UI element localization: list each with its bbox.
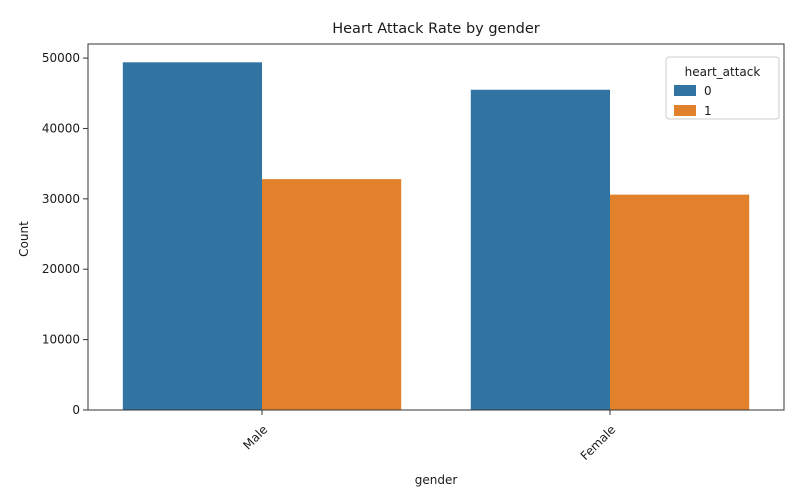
chart-title: Heart Attack Rate by gender — [332, 21, 540, 37]
x-tick-label: Female — [578, 422, 619, 463]
legend-entries: 01 — [674, 84, 712, 118]
x-tick-label: Male — [240, 422, 270, 452]
legend-label-0: 0 — [704, 84, 712, 98]
legend-label-1: 1 — [704, 104, 712, 118]
bar-female-series-0 — [470, 89, 610, 410]
y-tick-label: 0 — [72, 403, 80, 417]
legend-swatch-1 — [674, 105, 696, 116]
legend-title: heart_attack — [685, 65, 761, 79]
bar-male-series-0 — [122, 62, 262, 411]
y-tick-label: 20000 — [42, 262, 80, 276]
y-tick-label: 40000 — [42, 121, 80, 135]
x-axis: Male Female — [240, 410, 618, 463]
y-axis: 0 10000 20000 30000 40000 50000 — [42, 51, 88, 417]
legend-box — [665, 56, 780, 120]
x-axis-label: gender — [415, 473, 458, 487]
bars — [122, 62, 750, 411]
legend-swatch-0 — [674, 85, 696, 96]
plot-frame — [87, 43, 785, 411]
y-axis-label: Count — [17, 221, 31, 257]
legend: heart_attack 01 — [665, 56, 780, 120]
y-tick-label: 30000 — [42, 192, 80, 206]
y-tick-label: 10000 — [42, 333, 80, 347]
y-tick-label: 50000 — [42, 51, 80, 65]
plot-area: 0 10000 20000 30000 40000 50000 Male Female — [42, 43, 785, 463]
bar-male-series-1 — [262, 179, 402, 410]
bar-female-series-1 — [610, 194, 750, 410]
